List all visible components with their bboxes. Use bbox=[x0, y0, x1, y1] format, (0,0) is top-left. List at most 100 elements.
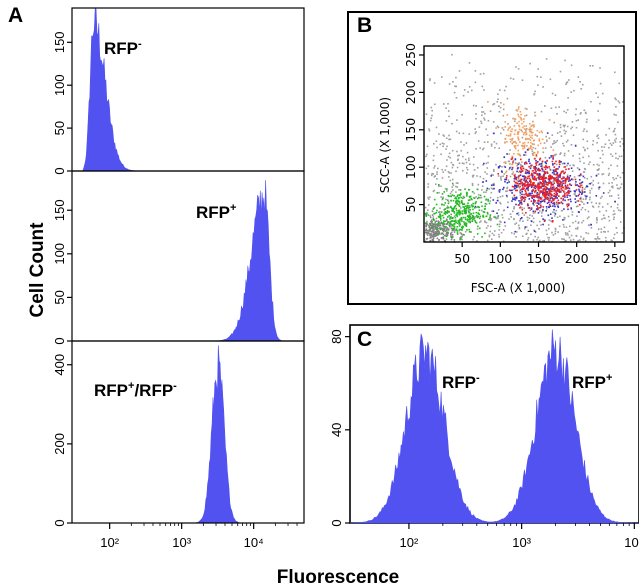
scatter-point bbox=[425, 225, 427, 228]
scatter-point bbox=[512, 210, 514, 213]
scatter-point bbox=[535, 155, 538, 158]
scatter-point bbox=[550, 188, 552, 191]
scatter-point bbox=[455, 229, 458, 231]
scatter-point bbox=[614, 71, 616, 74]
scatter-point bbox=[456, 211, 459, 214]
scatter-point bbox=[438, 232, 440, 235]
scatter-point bbox=[499, 106, 502, 109]
scatter-point bbox=[462, 216, 465, 219]
scatter-point bbox=[455, 209, 458, 212]
scatter-point bbox=[577, 194, 580, 197]
scatter-point bbox=[562, 162, 565, 165]
scatter-point bbox=[582, 198, 585, 200]
scatter-point bbox=[534, 114, 537, 117]
scatter-point bbox=[619, 186, 622, 189]
scatter-point bbox=[562, 219, 564, 221]
scatter-point bbox=[521, 183, 524, 185]
scatter-point bbox=[434, 221, 436, 223]
scatter-point bbox=[541, 215, 543, 217]
scatter-point bbox=[543, 220, 546, 222]
scatter-point bbox=[471, 184, 474, 187]
scatter-point bbox=[569, 179, 571, 182]
histogram-rfp-mixed bbox=[72, 345, 304, 524]
scatter-point bbox=[511, 156, 513, 158]
scatter-point bbox=[466, 169, 469, 171]
scatter-point bbox=[546, 190, 548, 193]
scatter-point bbox=[512, 171, 515, 173]
scatter-point bbox=[474, 216, 477, 218]
scatter-point bbox=[555, 168, 557, 171]
scatter-point bbox=[611, 144, 613, 146]
scatter-point bbox=[435, 211, 438, 214]
scatter-point bbox=[514, 181, 517, 184]
scatter-point bbox=[443, 103, 445, 105]
scatter-point bbox=[489, 225, 492, 228]
scatter-point bbox=[455, 214, 457, 216]
scatter-point bbox=[538, 164, 540, 166]
scatter-point bbox=[486, 239, 489, 242]
scatter-point bbox=[464, 158, 467, 161]
scatter-point bbox=[453, 211, 455, 213]
scatter-point bbox=[472, 218, 474, 221]
scatter-point bbox=[442, 134, 445, 136]
scatter-point bbox=[554, 94, 557, 96]
scatter-point bbox=[619, 141, 621, 143]
scatter-point bbox=[449, 138, 452, 141]
scatter-point bbox=[603, 217, 605, 219]
scatter-point bbox=[506, 153, 508, 155]
scatter-point bbox=[534, 231, 537, 233]
scatter-point bbox=[438, 231, 441, 234]
scatter-point bbox=[618, 187, 620, 190]
scatter-point bbox=[452, 163, 454, 166]
scatter-point bbox=[537, 184, 539, 186]
scatter-point bbox=[430, 231, 433, 233]
scatter-point bbox=[502, 108, 505, 111]
scatter-point bbox=[504, 162, 507, 165]
scatter-point bbox=[561, 184, 563, 186]
scatter-point bbox=[618, 82, 620, 85]
scatter-point bbox=[612, 142, 615, 144]
scatter-point bbox=[474, 132, 477, 135]
scatter-point bbox=[530, 208, 533, 210]
scatter-point bbox=[473, 236, 475, 238]
scatter-point bbox=[513, 206, 515, 208]
scatter-point bbox=[469, 221, 471, 224]
scatter-point bbox=[581, 192, 583, 194]
scatter-point bbox=[435, 220, 437, 222]
scatter-point bbox=[614, 127, 616, 130]
scatter-point bbox=[451, 178, 454, 181]
scatter-point bbox=[499, 201, 501, 204]
scatter-point bbox=[534, 166, 537, 169]
scatter-point bbox=[575, 181, 577, 183]
scatter-point bbox=[586, 202, 589, 204]
scatter-point bbox=[503, 186, 505, 189]
scatter-point bbox=[548, 178, 550, 181]
scatter-point bbox=[537, 150, 539, 153]
scatter-point bbox=[475, 113, 477, 115]
scatter-point bbox=[557, 195, 560, 197]
scatter-point bbox=[578, 203, 581, 206]
scatter-point bbox=[581, 189, 583, 192]
scatter-point bbox=[540, 205, 543, 208]
scatter-point bbox=[535, 162, 537, 164]
scatter-point bbox=[430, 236, 432, 238]
scatter-point bbox=[450, 232, 452, 235]
scatter-point bbox=[532, 239, 535, 241]
scatter-point bbox=[540, 182, 543, 184]
scatter-point bbox=[591, 65, 594, 67]
scatter-point bbox=[458, 223, 460, 225]
scatter-point bbox=[459, 223, 462, 226]
scatter-point bbox=[457, 199, 459, 202]
scatter-point bbox=[548, 188, 551, 190]
scatter-point bbox=[567, 204, 570, 206]
scatter-point bbox=[427, 183, 430, 185]
scatter-point bbox=[539, 174, 541, 176]
scatter-point bbox=[521, 122, 523, 125]
scatter-point bbox=[533, 126, 535, 128]
scatter-point bbox=[569, 164, 571, 167]
scatter-point bbox=[495, 217, 498, 220]
scatter-point bbox=[571, 126, 574, 129]
scatter-point bbox=[442, 233, 445, 236]
scatter-point bbox=[576, 184, 578, 186]
scatter-point bbox=[434, 175, 437, 177]
